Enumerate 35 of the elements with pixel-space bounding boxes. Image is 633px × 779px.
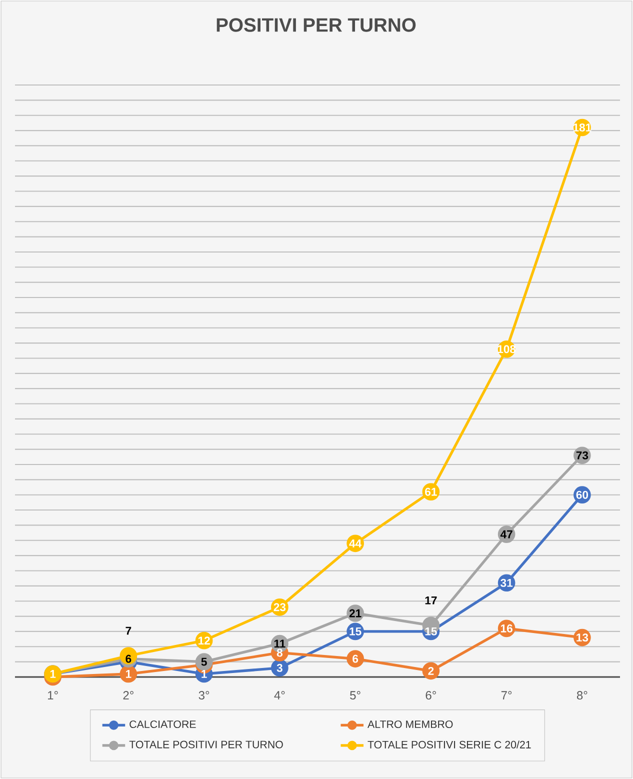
data-label: 23 (274, 603, 286, 612)
x-tick-label: 4° (274, 691, 285, 700)
data-label: 31 (500, 578, 513, 587)
data-label: 1 (126, 670, 132, 678)
data-label: 1 (50, 670, 56, 678)
data-label: 3 (276, 664, 282, 672)
data-label: 61 (425, 488, 437, 496)
legend-label: TOTALE POSITIVI SERIE C 20/21 (368, 740, 531, 748)
data-label: 2 (428, 666, 434, 675)
data-label: 73 (576, 451, 588, 460)
data-label: 7 (126, 626, 132, 635)
x-tick-label: 6° (426, 691, 436, 700)
data-label: 13 (576, 634, 588, 642)
data-label: 17 (425, 596, 437, 604)
x-tick-label: 3° (198, 691, 210, 700)
data-label: 47 (500, 530, 512, 538)
data-label: 6 (126, 654, 132, 663)
data-label: 6 (352, 654, 358, 663)
data-label: 12 (198, 636, 210, 645)
legend-label: TOTALE POSITIVI PER TURNO (129, 740, 283, 748)
x-tick-label: 2° (123, 691, 134, 700)
data-label: 16 (500, 624, 512, 632)
data-label: 60 (576, 490, 588, 499)
legend-label: ALTRO MEMBRO (368, 720, 453, 728)
data-label: 11 (274, 640, 286, 648)
x-tick-label: 5° (350, 691, 360, 700)
chart-title: POSITIVI PER TURNO (216, 18, 416, 32)
x-tick-label: 1° (48, 691, 58, 700)
x-tick-label: 8° (576, 691, 588, 700)
legend-label: CALCIATORE (130, 720, 196, 728)
data-label: 44 (349, 540, 362, 548)
x-tick-label: 7° (501, 691, 512, 700)
data-label: 21 (349, 609, 362, 618)
data-label: 5 (201, 658, 207, 666)
data-label: 15 (350, 628, 362, 636)
